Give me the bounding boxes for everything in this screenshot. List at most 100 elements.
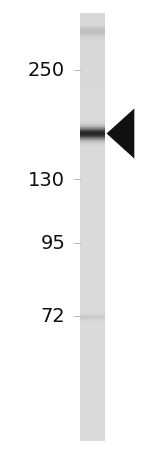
Bar: [80, 33, 105, 34]
Bar: [80, 167, 105, 171]
Bar: [80, 349, 105, 352]
Bar: [80, 137, 105, 138]
Bar: [80, 402, 105, 406]
Bar: [80, 133, 105, 134]
Bar: [80, 39, 105, 42]
Bar: [80, 113, 105, 117]
Bar: [80, 99, 105, 103]
Bar: [80, 388, 105, 391]
Bar: [80, 156, 105, 160]
Bar: [80, 36, 105, 37]
Bar: [80, 267, 105, 270]
Bar: [80, 217, 105, 220]
Bar: [80, 39, 105, 40]
Bar: [80, 160, 105, 163]
Bar: [80, 303, 105, 306]
Bar: [80, 127, 105, 128]
Bar: [80, 315, 105, 316]
Bar: [80, 60, 105, 64]
Bar: [80, 334, 105, 338]
Bar: [80, 42, 105, 43]
Bar: [80, 384, 105, 388]
Bar: [80, 202, 105, 206]
Bar: [80, 313, 105, 317]
Bar: [80, 27, 105, 28]
Bar: [80, 319, 105, 320]
Bar: [80, 43, 105, 44]
Bar: [80, 132, 105, 133]
Bar: [80, 138, 105, 139]
Bar: [80, 92, 105, 96]
Bar: [80, 263, 105, 267]
Bar: [80, 317, 105, 320]
Bar: [80, 292, 105, 295]
Bar: [80, 274, 105, 278]
Bar: [80, 171, 105, 174]
Bar: [80, 270, 105, 274]
Bar: [80, 136, 105, 137]
Bar: [80, 53, 105, 56]
Bar: [80, 134, 105, 135]
Bar: [80, 199, 105, 202]
Bar: [80, 242, 105, 245]
Text: 95: 95: [40, 234, 65, 253]
Bar: [80, 235, 105, 238]
Bar: [80, 316, 105, 317]
Bar: [80, 67, 105, 71]
Bar: [80, 228, 105, 231]
Bar: [80, 32, 105, 33]
Bar: [80, 359, 105, 363]
Bar: [80, 42, 105, 46]
Bar: [80, 140, 105, 141]
Bar: [80, 238, 105, 242]
Bar: [80, 135, 105, 136]
Bar: [80, 213, 105, 217]
Bar: [80, 31, 105, 32]
Bar: [80, 224, 105, 228]
Bar: [80, 110, 105, 113]
Bar: [80, 56, 105, 60]
Bar: [80, 29, 105, 30]
Bar: [80, 117, 105, 121]
Bar: [80, 31, 105, 35]
Bar: [80, 299, 105, 303]
Bar: [80, 149, 105, 153]
Bar: [80, 278, 105, 281]
Bar: [80, 129, 105, 130]
Bar: [80, 427, 105, 430]
Bar: [80, 338, 105, 342]
Bar: [80, 312, 105, 313]
Bar: [80, 320, 105, 321]
Bar: [80, 142, 105, 143]
Bar: [80, 327, 105, 331]
Bar: [80, 153, 105, 156]
Bar: [80, 28, 105, 29]
Bar: [80, 309, 105, 313]
Bar: [80, 143, 105, 144]
Bar: [80, 122, 105, 123]
Bar: [80, 44, 105, 45]
Bar: [80, 377, 105, 381]
Bar: [80, 123, 105, 124]
Bar: [80, 35, 105, 36]
Bar: [80, 284, 105, 288]
Bar: [80, 130, 105, 131]
Bar: [80, 381, 105, 384]
Bar: [80, 74, 105, 78]
Bar: [80, 124, 105, 128]
Bar: [80, 46, 105, 49]
Bar: [80, 367, 105, 370]
Bar: [80, 30, 105, 31]
Bar: [80, 206, 105, 210]
Bar: [80, 256, 105, 259]
Bar: [80, 288, 105, 292]
Bar: [80, 430, 105, 434]
Bar: [80, 138, 105, 142]
Bar: [80, 146, 105, 147]
Bar: [80, 85, 105, 88]
Bar: [80, 125, 105, 126]
Bar: [80, 124, 105, 125]
Bar: [80, 185, 105, 188]
Bar: [80, 131, 105, 135]
Bar: [80, 128, 105, 131]
